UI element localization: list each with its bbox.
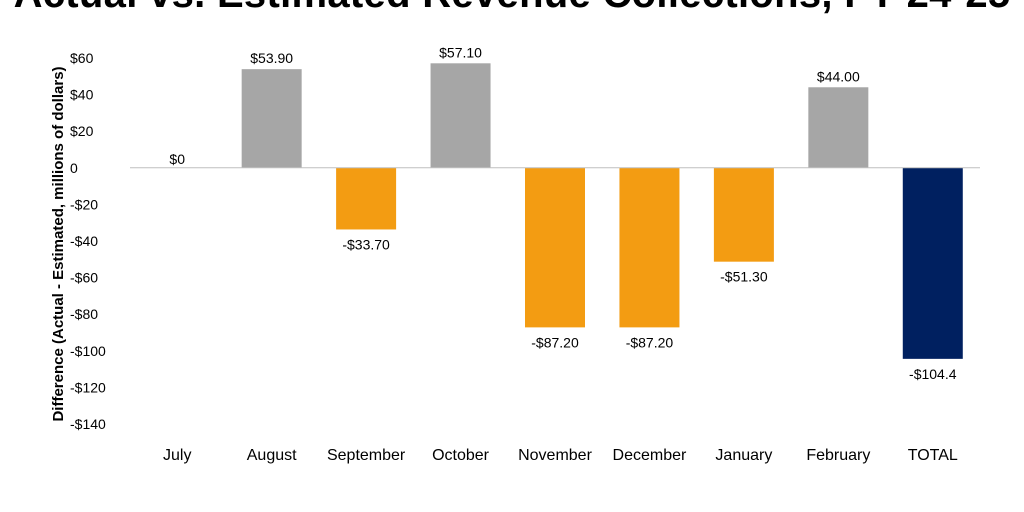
y-tick-label: -$140 — [70, 416, 106, 432]
bar-october — [430, 63, 491, 168]
x-tick-label: November — [518, 447, 592, 464]
bar-september — [336, 167, 397, 230]
bar-february — [808, 87, 869, 168]
y-tick-label: 0 — [70, 160, 78, 176]
x-tick-label: December — [613, 447, 687, 464]
y-tick-label: -$80 — [70, 306, 98, 322]
chart-title: Actual vs. Estimated Revenue Collections… — [0, 0, 1024, 17]
x-tick-label: July — [163, 447, 191, 464]
x-axis-ticks: July August September October November Decemb… — [163, 447, 958, 464]
y-axis-ticks: $60 $40 $20 0 -$20 -$40 -$60 -$80 -$100 -$120 -$14… — [70, 50, 106, 432]
bars — [241, 63, 963, 359]
x-tick-label: October — [432, 447, 490, 464]
data-labels: $0 $53.90 -$33.70 $57.10 -$87.20 -$87.20 -$51.… — [169, 44, 956, 382]
bar-january — [713, 167, 774, 262]
y-tick-label: -$60 — [70, 270, 98, 286]
bar-november — [525, 167, 585, 328]
y-tick-label: -$120 — [70, 379, 106, 395]
x-tick-label: February — [806, 447, 870, 464]
x-tick-label: TOTAL — [908, 447, 958, 464]
data-label: $44.00 — [817, 68, 860, 84]
data-label: -$51.30 — [720, 269, 768, 285]
data-label: -$33.70 — [342, 236, 390, 252]
y-tick-label: $40 — [70, 87, 94, 103]
x-tick-label: January — [715, 447, 772, 464]
x-tick-label: September — [327, 447, 406, 464]
data-label: $0 — [169, 151, 185, 167]
y-tick-label: -$20 — [70, 196, 98, 212]
x-tick-label: August — [247, 447, 297, 464]
y-axis-label: Difference (Actual - Estimated, millions… — [50, 66, 67, 421]
data-label: $53.90 — [250, 50, 293, 66]
bar-december — [619, 167, 680, 328]
data-label: $57.10 — [439, 44, 482, 60]
data-label: -$104.4 — [909, 366, 957, 382]
bar-total — [902, 167, 963, 359]
data-label: -$87.20 — [531, 334, 579, 350]
bar-august — [241, 69, 302, 168]
y-tick-label: $20 — [70, 123, 94, 139]
data-label: -$87.20 — [626, 334, 674, 350]
y-tick-label: $60 — [70, 50, 94, 66]
y-tick-label: -$100 — [70, 343, 106, 359]
y-tick-label: -$40 — [70, 233, 98, 249]
